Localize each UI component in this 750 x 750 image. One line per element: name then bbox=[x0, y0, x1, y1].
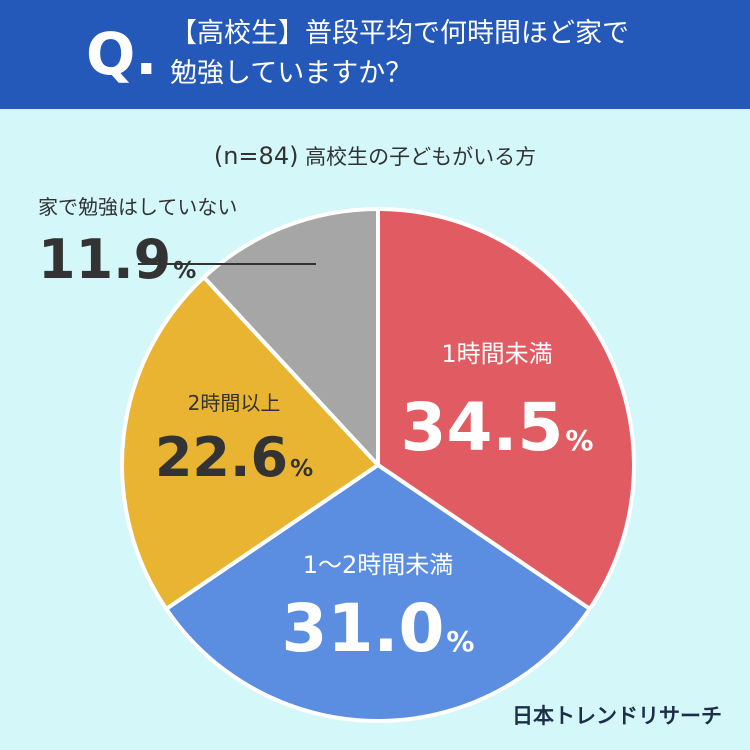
question-mark: Q. bbox=[86, 20, 158, 88]
slice-value-1: 34.5% bbox=[401, 389, 594, 466]
slice-value-4: 11.9% bbox=[38, 228, 196, 291]
brand-logo: 日本トレンドリサーチ bbox=[512, 704, 722, 728]
pie-slice-4 bbox=[201, 207, 380, 467]
respondent-group: 高校生の子どもがいる方 bbox=[305, 145, 537, 169]
slice-label-3: 2時間以上 bbox=[188, 391, 281, 415]
slice-value-3: 22.6% bbox=[155, 426, 313, 489]
chart-subtitle: (n=84) 高校生の子どもがいる方 bbox=[0, 141, 750, 171]
slice-label-1: 1時間未満 bbox=[441, 340, 552, 368]
slice-label-4: 家で勉強はしていない bbox=[38, 195, 237, 219]
pie-slice-1 bbox=[376, 207, 636, 611]
pie-slice-3 bbox=[120, 275, 380, 611]
sample-size: (n=84) bbox=[213, 142, 299, 170]
question-header: Q. 【高校生】普段平均で何時間ほど家で 勉強していますか？ bbox=[0, 0, 750, 109]
slice-value-2: 31.0% bbox=[282, 590, 475, 667]
slice-label-2: 1〜2時間未満 bbox=[303, 551, 454, 579]
question-text-line1: 【高校生】普段平均で何時間ほど家で bbox=[170, 18, 629, 49]
pie-slice-2 bbox=[164, 463, 592, 723]
question-text-line2: 勉強していますか？ bbox=[170, 58, 413, 89]
